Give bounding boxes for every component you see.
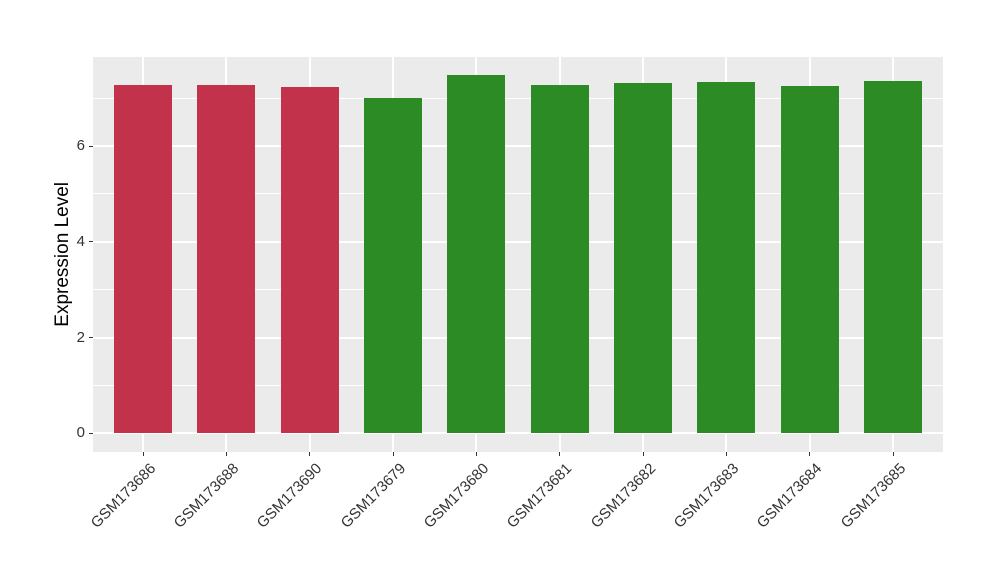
- gridline-major-y2: [93, 336, 943, 339]
- x-tick-mark-9: [892, 452, 894, 456]
- bar-GSM173688: [197, 84, 256, 434]
- y-axis-title: Expression Level: [50, 57, 76, 452]
- bar-GSM173684: [780, 85, 839, 434]
- x-tick-label-GSM173686: GSM173686: [87, 460, 160, 532]
- bar-GSM173690: [280, 86, 339, 434]
- y-axis-title-text: Expression Level: [52, 182, 73, 327]
- x-tick-mark-4: [475, 452, 477, 456]
- x-tick-mark-2: [309, 452, 311, 456]
- x-tick-label-GSM173684: GSM173684: [754, 460, 826, 532]
- bar-GSM173683: [697, 82, 756, 434]
- x-tick-label-GSM173683: GSM173683: [670, 460, 743, 532]
- gridline-major-y0: [93, 432, 943, 435]
- bar-GSM173679: [364, 98, 422, 434]
- gridline-minor-y1: [93, 384, 943, 386]
- gridline-minor-y5: [93, 193, 943, 195]
- x-tick-mark-3: [392, 452, 394, 456]
- bar-GSM173680: [447, 75, 506, 434]
- x-tick-mark-8: [809, 452, 811, 456]
- x-tick-label-GSM173681: GSM173681: [504, 460, 576, 532]
- y-tick-mark-6: [89, 145, 93, 147]
- y-tick-label-2: 2: [76, 328, 85, 346]
- x-tick-mark-1: [225, 452, 227, 456]
- y-tick-mark-0: [89, 432, 93, 434]
- x-tick-mark-5: [559, 452, 561, 456]
- bar-GSM173681: [530, 84, 589, 434]
- x-tick-mark-0: [142, 452, 144, 456]
- x-tick-label-GSM173690: GSM173690: [254, 460, 326, 532]
- x-tick-label-GSM173685: GSM173685: [837, 460, 910, 532]
- x-tick-label-GSM173680: GSM173680: [420, 460, 493, 532]
- bar-GSM173685: [864, 81, 922, 434]
- y-tick-mark-4: [89, 241, 93, 243]
- bar-GSM173682: [614, 83, 672, 434]
- gridline-minor-y7: [93, 97, 943, 99]
- y-tick-mark-2: [89, 337, 93, 339]
- x-tick-label-GSM173679: GSM173679: [337, 460, 410, 532]
- x-tick-mark-6: [642, 452, 644, 456]
- bar-GSM173686: [114, 84, 172, 434]
- x-tick-label-GSM173682: GSM173682: [587, 460, 660, 532]
- y-tick-label-4: 4: [76, 232, 85, 250]
- y-tick-label-0: 0: [76, 424, 85, 442]
- plot-panel: [93, 57, 943, 452]
- gridline-major-y6: [93, 145, 943, 148]
- gridline-major-y4: [93, 240, 943, 243]
- x-tick-mark-7: [725, 452, 727, 456]
- x-tick-label-GSM173688: GSM173688: [170, 460, 243, 532]
- y-tick-label-6: 6: [76, 137, 85, 155]
- gridline-minor-y3: [93, 289, 943, 291]
